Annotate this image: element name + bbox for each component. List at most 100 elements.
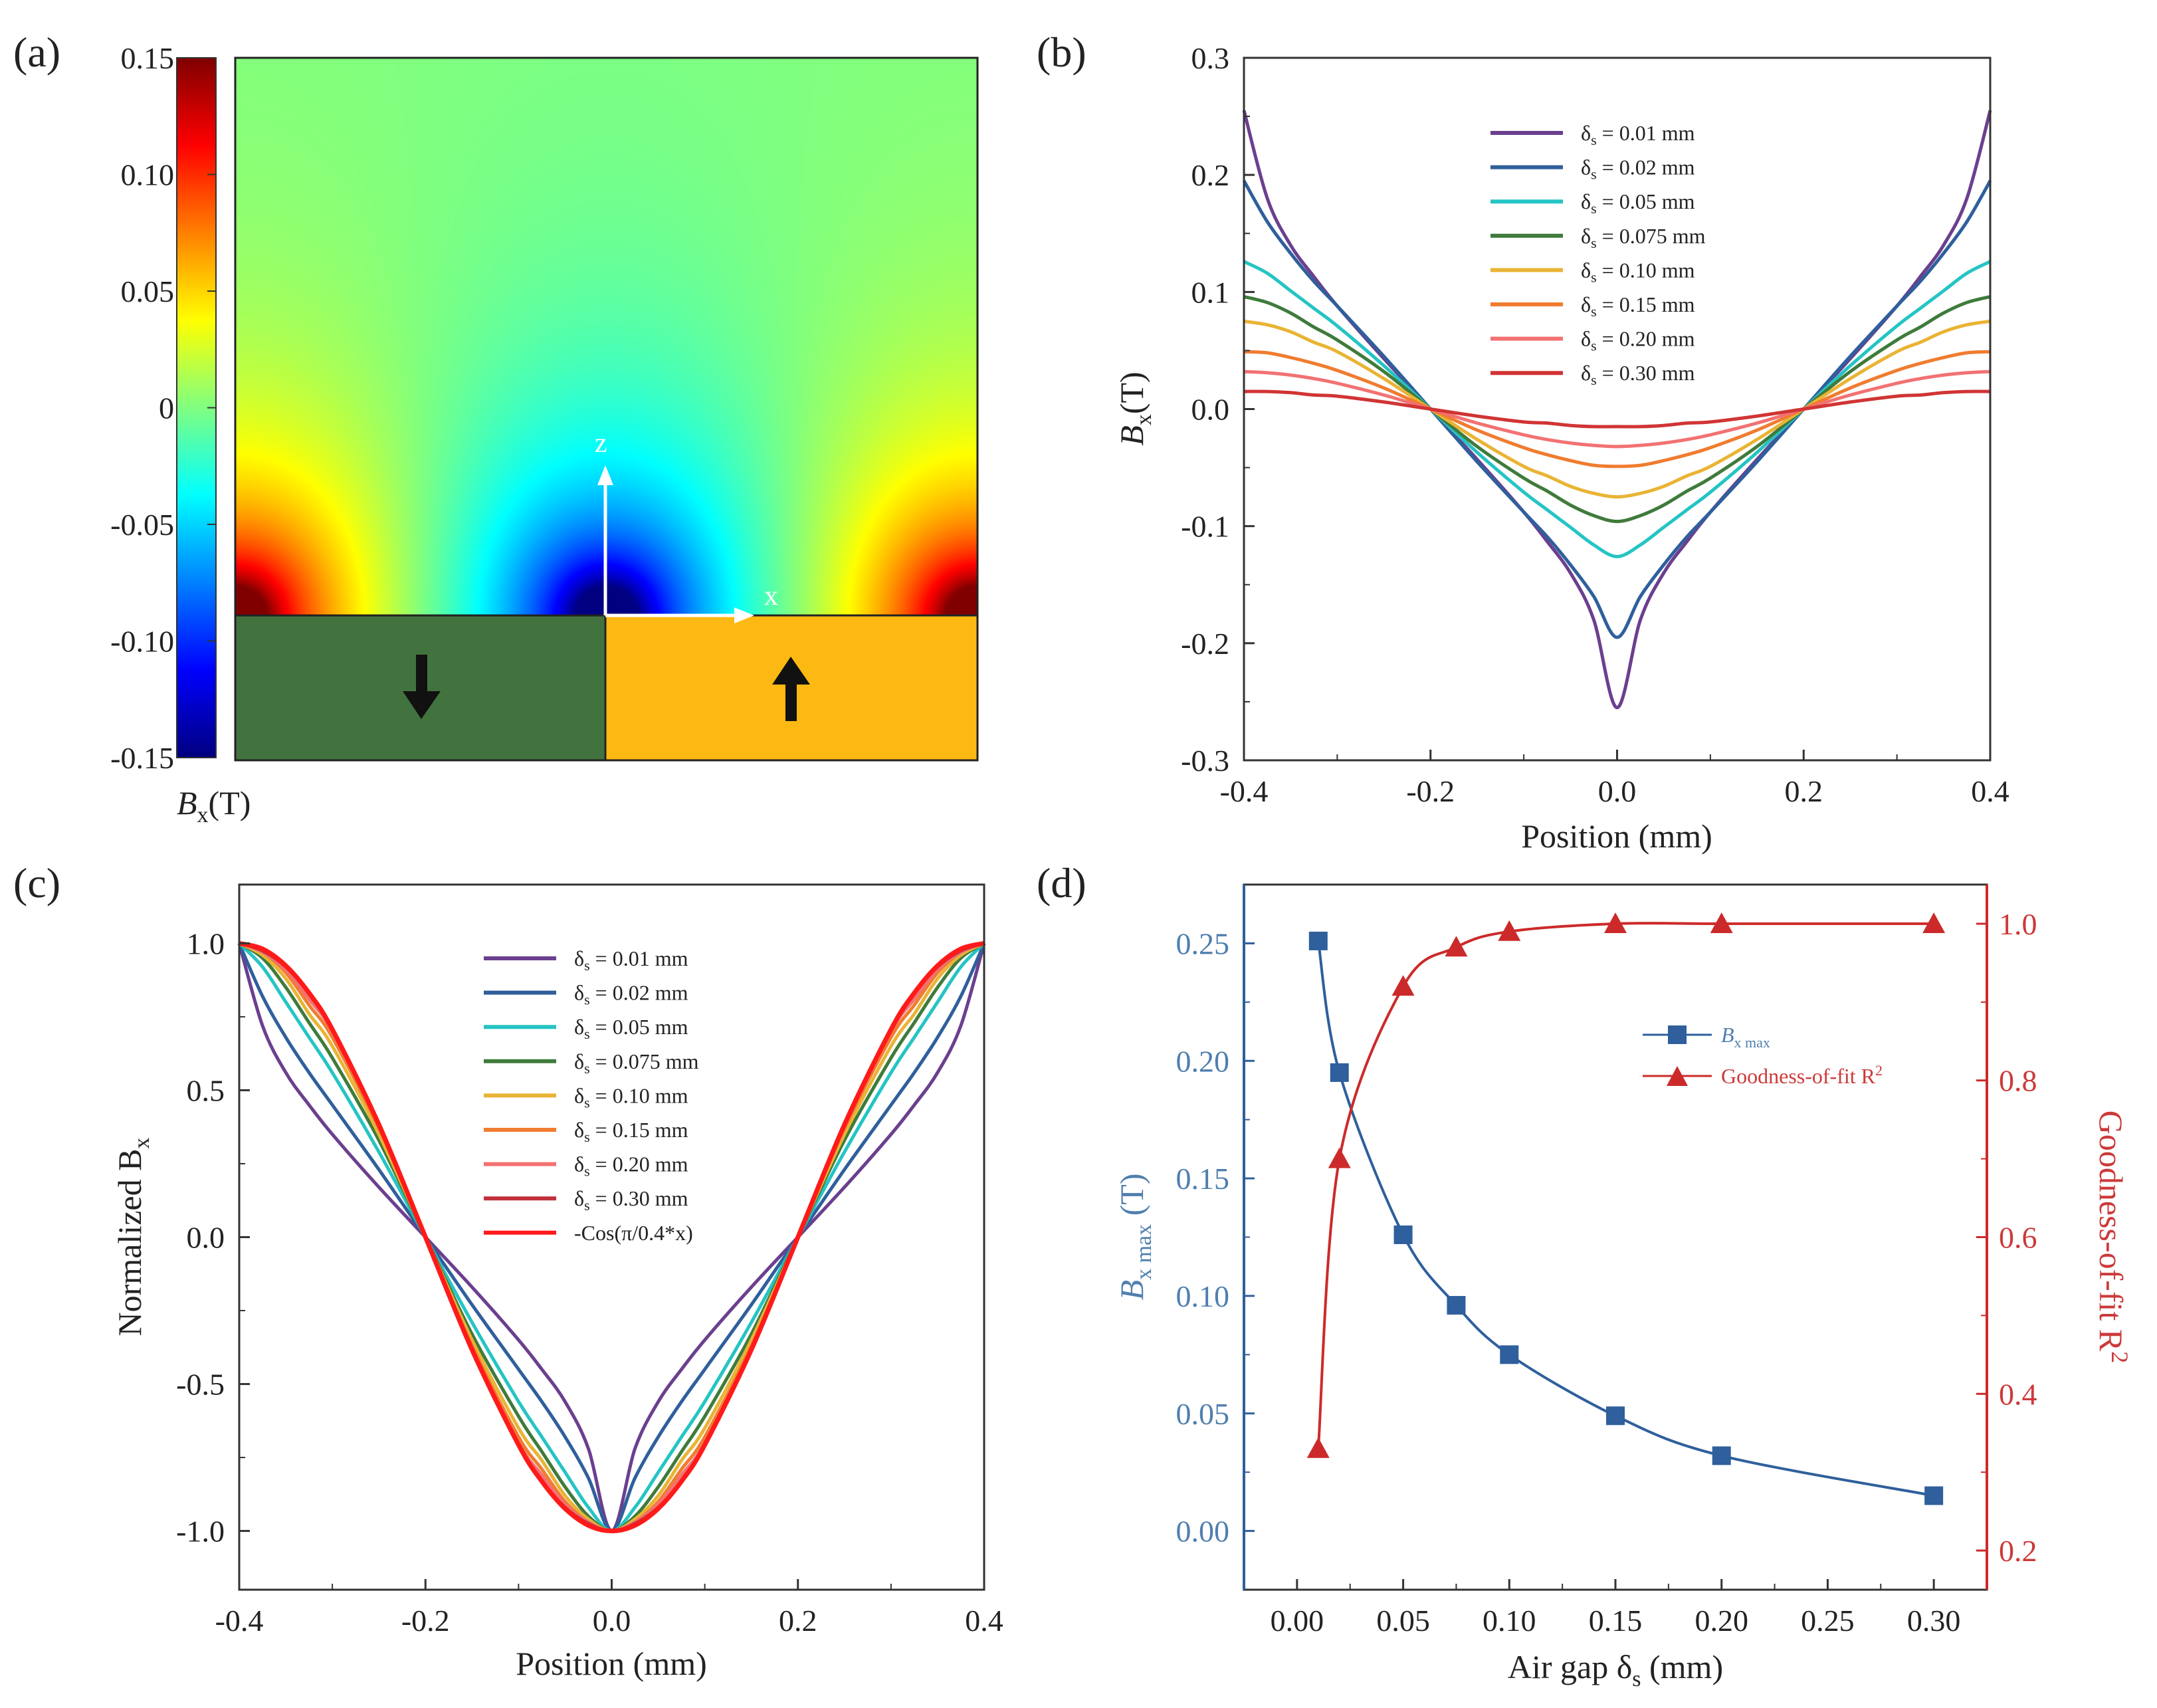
triangle-marker [1922,912,1946,933]
x-tick-label: 0.20 [1695,1604,1748,1638]
right-y-tick-label: 0.8 [1999,1064,2037,1098]
legend-label: δs = 0.20 mm [1581,327,1695,354]
colorbar-tick-label: -0.10 [110,625,174,659]
legend-label: δs = 0.30 mm [574,1186,688,1214]
legend-value: = 0.02 mm [1597,156,1695,179]
legend-value: = 0.05 mm [1597,189,1695,213]
x-tick-label: 0.10 [1483,1604,1536,1638]
x-axis-title-unit: (mm) [1641,1648,1724,1685]
square-marker [1393,1225,1413,1244]
panel-c: -0.4 -0.2 0.0 0.2 0.41.00.50.0-0.5-1.0 δs = … [111,883,1003,1682]
x-tick-label: 0.0 [593,1604,631,1638]
series-line [1243,319,1991,499]
legend-label: δs = 0.15 mm [574,1118,688,1145]
left-y-axis-title-unit: (T) [1113,1174,1150,1224]
y-axis-title: Bx(T) [1113,372,1156,445]
legend-symbol: δ [1581,258,1591,282]
legend-subscript: s [1591,235,1597,251]
x-axis-title: Air gap δs (mm) [1508,1648,1723,1691]
x-tick-label: -0.4 [1220,774,1269,808]
y-tick-label: -0.5 [176,1368,225,1402]
y-tick-label: 0.05 [1176,1397,1230,1431]
right-y-tick-label: 1.0 [1999,907,2037,941]
right-y-tick-label: 0.4 [1999,1377,2037,1411]
legend-symbol: δ [574,946,584,970]
legend-label: δs = 0.20 mm [574,1152,688,1180]
y-axis-title-unit: (T) [1113,372,1150,414]
square-marker [1606,1406,1625,1426]
legend-value: = 0.075 mm [1597,224,1706,248]
legend-value: = 0.05 mm [590,1015,688,1039]
curves [1242,110,1992,710]
y-tick-label: 1.0 [187,926,225,960]
legend-symbol: δ [1581,224,1591,248]
colorbar-label-main: B [177,784,197,821]
legend-label: δs = 0.02 mm [574,981,688,1008]
y-tick-label: 0.00 [1176,1515,1230,1548]
legend-value: = 0.01 mm [1597,121,1695,145]
square-marker [1500,1345,1519,1364]
legend-symbol: δ [574,1152,584,1176]
legend-symbol: δ [574,1118,584,1142]
legend-label-main: Goodness-of-fit R [1721,1064,1876,1088]
x-tick-label: -0.4 [215,1604,264,1638]
triangle-marker [1710,912,1733,933]
x-axis-title-sub: s [1632,1667,1641,1691]
legend-label: δs = 0.01 mm [574,946,688,974]
legend-label-main: B [1721,1023,1734,1047]
panel-label-d: (d) [1037,859,1086,907]
x-tick-label: 0.2 [779,1604,817,1638]
colorbar-label-sub: x [197,803,209,827]
series-line [1243,389,1991,429]
plot-frame [1243,883,1988,1591]
series-line [239,940,985,1534]
legend-label: δs = 0.10 mm [574,1083,688,1111]
y-tick-label: 0.5 [187,1073,225,1107]
legend-subscript: s [1591,303,1597,320]
legend-subscript: s [584,1094,590,1111]
right-y-axis-title-sup: 2 [2106,1351,2133,1363]
x-axis-label: x [764,581,778,611]
legend-value: = 0.10 mm [590,1083,688,1107]
legend-label: δs = 0.15 mm [1581,292,1695,320]
legend-label: δs = 0.02 mm [1581,156,1695,183]
legend-value: = 0.075 mm [590,1049,699,1073]
triangle-marker-icon [1667,1066,1688,1086]
legend-symbol: δ [1581,361,1591,385]
y-tick-label: 0.20 [1176,1044,1230,1078]
colorbar-tick-label: 0.10 [121,158,175,192]
y-tick-label: 0.10 [1176,1279,1230,1313]
panel-d: 0.00 0.05 0.10 0.15 0.20 0.25 0.30 0.25 0.20 0.15… [1113,883,2133,1691]
y-tick-label: -0.3 [1181,744,1229,778]
colorbar-label-unit: (T) [209,784,251,821]
x-tick-label: 0.00 [1271,1604,1324,1638]
x-tick-label: 0.4 [965,1604,1003,1638]
colorbar-tick-label: -0.15 [110,741,174,775]
axes: -0.4 -0.2 0.0 0.2 0.4 0.3 0.2 0.1 0.0 -0.1 -0.2 -0.… [1181,41,2009,808]
legend-label: δs = 0.05 mm [574,1015,688,1042]
curves [1306,912,1946,1505]
legend-subscript: s [584,1163,590,1180]
legend-symbol: δ [1581,292,1591,316]
legend-symbol: δ [574,1015,584,1039]
series-line [1243,260,1992,558]
triangle-marker [1604,912,1627,933]
legend-value: = 0.02 mm [590,981,688,1005]
legend-symbol: δ [574,1186,584,1210]
legend-subscript: s [1591,338,1597,354]
legend-symbol: δ [1581,121,1591,145]
legend-label-sub: x max [1734,1034,1770,1051]
legend-subscript: s [1591,372,1597,388]
x-axis-title: Position (mm) [516,1645,707,1682]
y-tick-label: 0.2 [1191,158,1230,192]
legend-label-sup: 2 [1875,1062,1883,1079]
legend-symbol: δ [574,981,584,1005]
x-tick-label: -0.2 [401,1604,450,1638]
y-tick-label: -1.0 [176,1515,225,1548]
legend-subscript: s [1591,268,1597,285]
colorbar-tick-label: 0.15 [121,41,175,75]
left-y-axis-title-main: B [1113,1280,1150,1301]
